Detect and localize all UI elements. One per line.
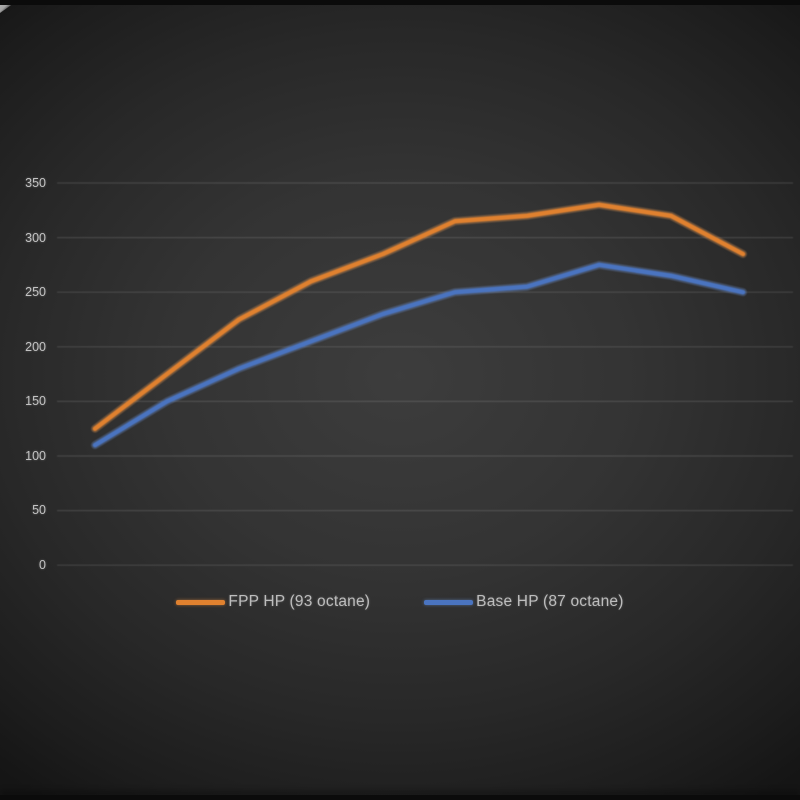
legend-item-base-hp: Base HP (87 octane) — [424, 593, 623, 611]
fpp-hp-line — [92, 202, 746, 432]
y-axis-tick-label: 350 — [25, 176, 46, 190]
y-axis-tick-label: 100 — [25, 449, 46, 463]
legend-item-fpp-hp: FPP HP (93 octane) — [176, 593, 370, 611]
y-axis-tick-label: 200 — [25, 340, 46, 354]
y-axis: 350 300 250 200 150 100 50 0 — [0, 0, 46, 600]
base-hp-line — [92, 262, 746, 448]
y-axis-tick-label: 250 — [25, 285, 46, 299]
base-hp-line-swatch-icon — [424, 599, 474, 605]
legend: FPP HP (93 octane) Base HP (87 octane) — [0, 593, 800, 611]
legend-label-base-hp: Base HP (87 octane) — [476, 593, 624, 610]
y-axis-tick-label: 50 — [32, 503, 46, 517]
legend-label-fpp-hp: FPP HP (93 octane) — [228, 593, 371, 610]
photo-top-edge — [0, 0, 800, 5]
photo-corner-glint — [0, 3, 14, 13]
y-axis-tick-label: 300 — [25, 231, 46, 245]
fpp-hp-line-swatch-icon — [176, 599, 226, 605]
y-axis-tick-label: 150 — [25, 394, 46, 408]
y-axis-tick-label: 0 — [39, 558, 46, 572]
photo-bottom-edge — [0, 795, 800, 800]
